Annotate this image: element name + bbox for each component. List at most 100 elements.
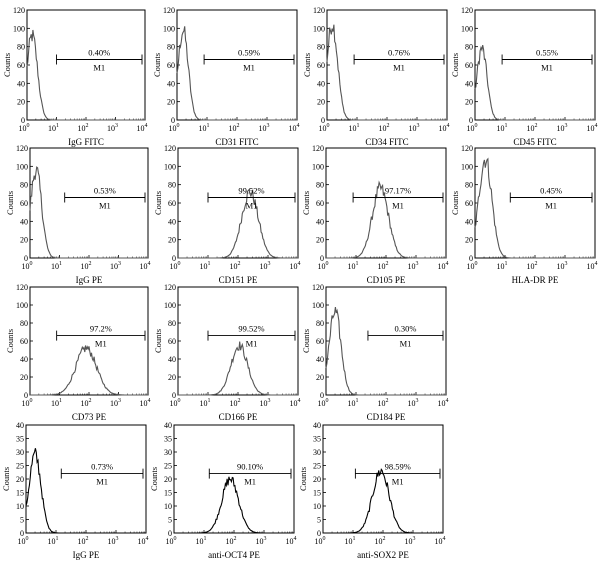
y-tick-label: 120 — [164, 144, 176, 153]
x-tick-label: 102 — [226, 536, 237, 546]
gate-name-label: M1 — [93, 63, 105, 73]
histogram-panel-2: 0 20 40 60 80 100 120 100 101 102 103 104 Counts CD31… — [152, 6, 300, 147]
y-axis-label: Counts — [5, 329, 15, 353]
y-tick-label: 120 — [16, 144, 28, 153]
histogram-trace — [174, 476, 294, 534]
y-tick-label: 20 — [20, 373, 28, 382]
y-tick-label: 10 — [164, 502, 172, 511]
histogram-trace — [26, 29, 145, 121]
y-tick-label: 100 — [313, 24, 325, 33]
plot-frame — [177, 147, 299, 259]
y-tick-label: 0 — [168, 529, 172, 538]
histogram-panel-7: 0 20 40 60 80 100 120 100 101 102 103 104 Counts CD10… — [301, 144, 449, 285]
x-tick-label: 100 — [19, 123, 30, 133]
gate-percent-label: 97.17% — [385, 186, 411, 196]
y-tick-label: 30 — [164, 448, 172, 457]
y-tick-label: 80 — [167, 43, 175, 52]
gate-percent-label: 0.45% — [540, 186, 562, 196]
y-tick-label: 35 — [164, 435, 172, 444]
y-axis-label: Counts — [298, 467, 308, 491]
x-tick-label: 101 — [497, 123, 508, 133]
x-tick-label: 104 — [140, 398, 151, 408]
x-tick-label: 102 — [378, 398, 389, 408]
histogram-trace — [323, 468, 443, 534]
x-axis-label: CD45 FITC — [513, 137, 556, 147]
y-tick-label: 0 — [469, 116, 473, 125]
histogram-panel-11: 0 20 40 60 80 100 120 100 101 102 103 104 Counts CD18… — [301, 283, 449, 422]
x-axis-label: CD184 PE — [367, 412, 406, 422]
y-tick-label: 80 — [168, 319, 176, 328]
y-tick-label: 60 — [17, 61, 25, 70]
y-tick-label: 60 — [465, 199, 473, 208]
y-axis-label: Counts — [1, 467, 11, 491]
gate-name-label: M1 — [99, 201, 111, 211]
gate-name-label: M1 — [243, 63, 255, 73]
x-tick-label: 103 — [107, 123, 118, 133]
x-tick-label: 102 — [230, 398, 241, 408]
gate-percent-label: 97.2% — [90, 324, 112, 334]
y-tick-label: 100 — [461, 162, 473, 171]
gate-percent-label: 98.59% — [385, 462, 411, 472]
y-tick-label: 40 — [465, 79, 473, 88]
y-tick-label: 35 — [313, 435, 321, 444]
gate-name-label: M1 — [392, 477, 404, 487]
x-tick-label: 103 — [108, 536, 119, 546]
gate-percent-label: 0.76% — [388, 48, 410, 58]
y-axis-label: Counts — [301, 191, 311, 215]
y-tick-label: 40 — [167, 79, 175, 88]
x-axis-label: anti-SOX2 PE — [357, 550, 409, 560]
x-tick-label: 101 — [345, 536, 356, 546]
x-tick-label: 100 — [467, 261, 478, 271]
y-tick-label: 40 — [16, 421, 24, 430]
y-tick-label: 100 — [16, 162, 28, 171]
x-tick-label: 104 — [289, 123, 300, 133]
y-tick-label: 40 — [465, 217, 473, 226]
plot-frame — [26, 9, 146, 121]
histogram-trace — [178, 341, 298, 396]
x-tick-label: 102 — [379, 123, 390, 133]
x-tick-label: 100 — [318, 261, 329, 271]
x-tick-label: 103 — [259, 123, 270, 133]
x-tick-label: 102 — [78, 123, 89, 133]
x-tick-label: 104 — [438, 261, 449, 271]
y-tick-label: 0 — [320, 254, 324, 263]
y-tick-label: 20 — [465, 98, 473, 107]
gate-name-label: M1 — [541, 63, 553, 73]
y-tick-label: 0 — [172, 254, 176, 263]
x-axis-label: anti-OCT4 PE — [208, 550, 260, 560]
histogram-panel-5: 0 20 40 60 80 100 120 100 101 102 103 104 Counts IgG … — [5, 144, 151, 285]
histogram-panel-1: 0 20 40 60 80 100 120 100 101 102 103 104 Counts IgG … — [2, 6, 148, 147]
y-tick-label: 80 — [465, 43, 473, 52]
histogram-trace — [176, 26, 297, 121]
y-tick-label: 120 — [16, 283, 28, 292]
x-tick-label: 101 — [51, 261, 62, 271]
y-tick-label: 15 — [313, 489, 321, 498]
x-tick-label: 101 — [48, 536, 59, 546]
x-axis-label: HLA-DR PE — [512, 275, 559, 285]
y-tick-label: 100 — [312, 162, 324, 171]
y-tick-label: 40 — [20, 217, 28, 226]
plot-frame — [176, 9, 298, 121]
x-tick-label: 102 — [81, 398, 92, 408]
y-tick-label: 25 — [16, 462, 24, 471]
x-tick-label: 102 — [527, 123, 538, 133]
y-tick-label: 0 — [24, 254, 28, 263]
gate-percent-label: 99.52% — [238, 324, 264, 334]
x-tick-label: 103 — [260, 398, 271, 408]
y-tick-label: 100 — [16, 301, 28, 310]
y-tick-label: 100 — [164, 162, 176, 171]
y-axis-label: Counts — [2, 53, 12, 77]
x-tick-label: 100 — [315, 536, 326, 546]
x-tick-label: 103 — [256, 536, 267, 546]
x-tick-label: 102 — [527, 261, 538, 271]
y-tick-label: 20 — [317, 98, 325, 107]
x-tick-label: 101 — [497, 261, 508, 271]
gate-percent-label: 0.30% — [394, 324, 416, 334]
y-tick-label: 0 — [172, 391, 176, 400]
y-tick-label: 120 — [312, 144, 324, 153]
x-tick-label: 104 — [286, 536, 297, 546]
gate-percent-label: 0.59% — [238, 48, 260, 58]
y-tick-label: 80 — [168, 181, 176, 190]
y-tick-label: 60 — [168, 337, 176, 346]
